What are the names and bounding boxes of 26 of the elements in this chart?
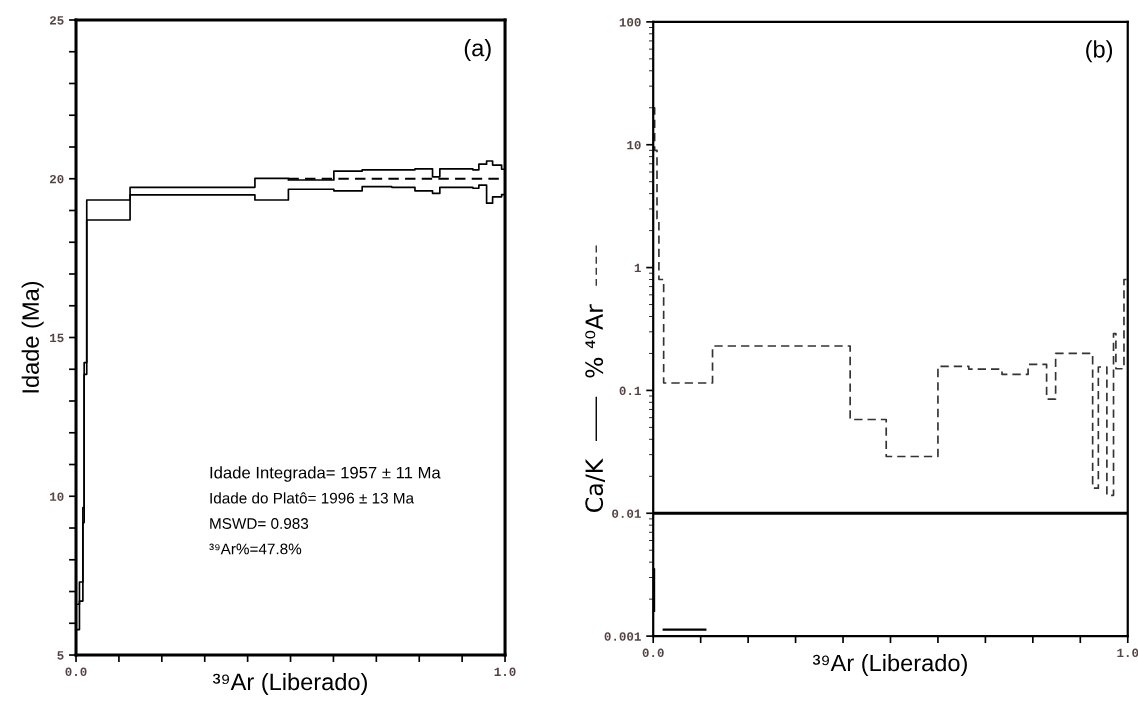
y-tick-label: 15: [50, 333, 64, 343]
y-tick-label: 20: [49, 174, 64, 184]
legend-label: Ca/K: [585, 458, 605, 512]
text: (b): [1086, 40, 1113, 63]
y-tick-label: 25: [49, 16, 64, 25]
x-axis-title: ³⁹Ar (Liberado): [812, 654, 967, 677]
x-tick-label: 1.0: [494, 667, 516, 677]
y-tick-label: 0.001: [604, 632, 641, 641]
y-tick-label: 0.1: [619, 386, 641, 396]
y-tick-label: 10: [627, 140, 641, 150]
annotation: MSWD= 0.983: [210, 518, 309, 529]
annotation: Idade Integrada= 1957 ± 11 Ma: [210, 466, 441, 482]
y-tick-label: 100: [619, 18, 641, 27]
x-tick-label: 0.0: [642, 648, 664, 658]
text: (a): [464, 39, 491, 62]
legend-label: % ⁴⁰Ar: [585, 304, 604, 378]
y-tick-label: 0.01: [612, 509, 641, 518]
annotation: Idade do Platô= 1996 ± 13 Ma: [210, 492, 415, 504]
y-tick-label: 10: [50, 492, 64, 501]
annotation: ³⁹Ar%=47.8%: [209, 543, 302, 555]
y-tick-label: 5: [57, 651, 64, 660]
x-axis-title: ³⁹Ar (Liberado): [212, 672, 367, 695]
y-tick-label: 1: [634, 263, 641, 273]
x-tick-label: 1.0: [1117, 648, 1138, 658]
x-tick-label: 0.0: [65, 667, 87, 677]
y-axis-title: Idade (Ma): [21, 281, 44, 393]
